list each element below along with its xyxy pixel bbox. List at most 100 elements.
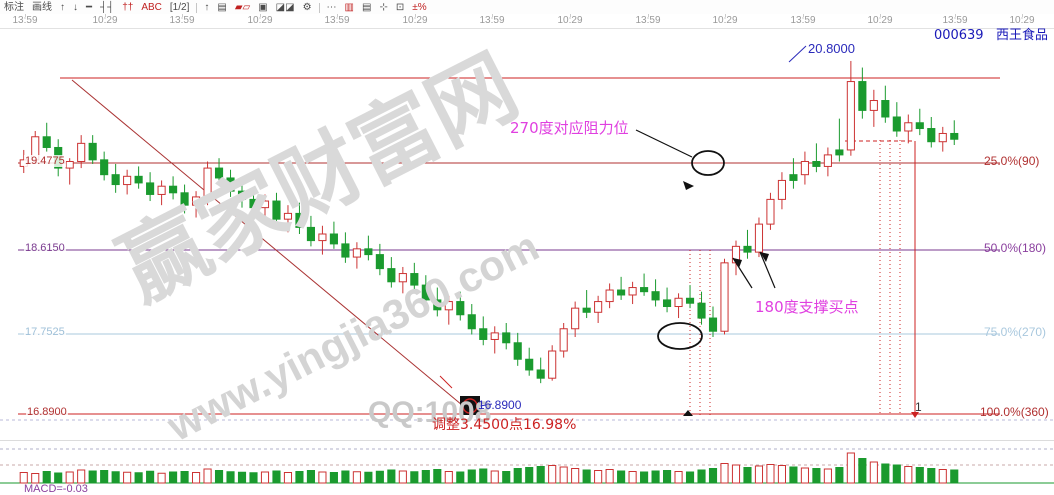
candle-body <box>823 154 832 167</box>
time-tick-label: 10:29 <box>867 15 893 26</box>
time-tick-label: 10:29 <box>402 15 428 26</box>
toolbar-button-19[interactable]: ⊡ <box>395 2 405 13</box>
candle <box>65 158 74 185</box>
candle-body <box>743 245 752 253</box>
candle-body <box>226 177 235 192</box>
toolbar-button-2[interactable]: ↑ <box>60 2 65 13</box>
chart-annotation-2: 20.8000 <box>808 41 855 56</box>
candle <box>708 306 718 337</box>
toolbar-separator <box>196 3 198 13</box>
price-level-label-0: 19.4775 <box>24 155 66 167</box>
toolbar-button-8[interactable]: [1/2] <box>169 2 190 13</box>
candle <box>283 205 293 233</box>
candle <box>306 215 316 247</box>
toolbar-button-20[interactable]: ±% <box>412 2 427 13</box>
candle <box>237 180 247 208</box>
price-chart-canvas[interactable] <box>0 28 1054 440</box>
candle <box>100 151 109 181</box>
candle-body <box>651 291 660 301</box>
candle-body <box>134 175 143 184</box>
candle-body <box>169 185 178 194</box>
toolbar-button-17[interactable]: ▤ <box>361 2 372 13</box>
candle-body <box>191 196 201 206</box>
candle <box>111 163 120 193</box>
candle-body <box>88 142 97 161</box>
resistance-arrow-line <box>635 129 693 158</box>
time-tick-label: 10:29 <box>92 15 118 26</box>
volume-bar <box>88 470 97 484</box>
toolbar-button-15[interactable]: ⋯ <box>326 2 337 13</box>
candle-body <box>938 132 947 143</box>
candle-body <box>720 262 729 332</box>
volume-chart-canvas[interactable] <box>0 441 1054 495</box>
chart-annotation-0: 270度对应阻力位 <box>510 119 629 137</box>
support-circle[interactable] <box>657 322 703 350</box>
candle <box>571 301 580 337</box>
toolbar-button-5[interactable]: ┤┤ <box>100 2 115 13</box>
resistance-circle[interactable] <box>691 150 725 176</box>
toolbar-button-1[interactable]: 画线 <box>32 2 52 13</box>
descending-trendline <box>71 79 469 411</box>
toolbar-button-18[interactable]: ⊹ <box>379 2 388 13</box>
toolbar-button-13[interactable]: ◪◪ <box>275 2 295 13</box>
candle <box>502 322 511 350</box>
volume-bar <box>950 469 959 484</box>
price-level-label-1: 18.6150 <box>24 242 66 254</box>
candle-body <box>582 307 591 313</box>
candle <box>823 147 832 177</box>
candle <box>260 194 270 222</box>
toolbar-button-9[interactable]: ↑ <box>204 2 210 13</box>
volume-bar <box>249 472 258 484</box>
toolbar-button-14[interactable]: ⚙ <box>302 2 312 13</box>
toolbar-button-0[interactable]: 标注 <box>4 2 24 13</box>
symbol-name: 西王食品 <box>995 28 1048 43</box>
time-tick-label: 13:59 <box>12 15 38 26</box>
candle-body <box>283 212 293 220</box>
volume-bar <box>283 472 293 484</box>
volume-bar <box>456 471 465 484</box>
toolbar-button-11[interactable]: ▰▱ <box>234 2 251 13</box>
candle <box>617 276 626 300</box>
candle <box>548 345 557 381</box>
candle <box>915 108 924 136</box>
candle-body <box>123 175 132 186</box>
price-level-label-3: 16.8900 <box>26 406 68 418</box>
swing-low-tick <box>439 375 453 389</box>
candle-body <box>260 200 270 209</box>
volume-bar <box>812 468 821 484</box>
volume-bar <box>306 470 316 484</box>
toolbar-button-10[interactable]: ▤ <box>217 2 227 13</box>
candle <box>582 290 591 319</box>
volume-bar <box>226 471 235 484</box>
chart-toolbar[interactable]: 标注 画线 ↑ ↓ ━ ┤┤ †† ABC [1/2] ↑ ▤ ▰▱ ▣ ◪◪ ⚙ ⋯ ▥ ▤ ⊹ ⊡ ±% <box>0 0 1054 15</box>
candle <box>329 221 338 249</box>
candle <box>927 116 936 148</box>
toolbar-button-7[interactable]: ABC <box>141 2 162 13</box>
time-tick-mark <box>803 14 804 17</box>
price-pane[interactable] <box>0 28 1054 440</box>
toolbar-button-4[interactable]: ━ <box>86 2 93 13</box>
volume-bar <box>617 470 626 484</box>
toolbar-button-3[interactable]: ↓ <box>73 2 78 13</box>
candle-body <box>858 81 867 111</box>
candle <box>525 347 534 376</box>
volume-bar <box>191 472 201 484</box>
volume-pane[interactable] <box>0 440 1054 495</box>
time-tick-label: 13:59 <box>635 15 661 26</box>
resistance-arrow-head <box>683 181 694 190</box>
toolbar-button-16[interactable]: ▥ <box>344 2 354 13</box>
volume-bar <box>605 469 614 484</box>
candle <box>812 143 821 173</box>
toolbar-button-12[interactable]: ▣ <box>258 2 268 13</box>
candle <box>203 161 212 206</box>
time-tick-label: 13:59 <box>169 15 195 26</box>
candle <box>720 258 729 335</box>
toolbar-button-6[interactable]: †† <box>122 2 134 13</box>
volume-bar <box>272 470 281 484</box>
time-tick-mark <box>648 14 649 17</box>
volume-bar <box>410 471 419 484</box>
volume-bar <box>904 466 913 484</box>
volume-bar <box>479 468 488 484</box>
volume-bar <box>559 466 568 484</box>
